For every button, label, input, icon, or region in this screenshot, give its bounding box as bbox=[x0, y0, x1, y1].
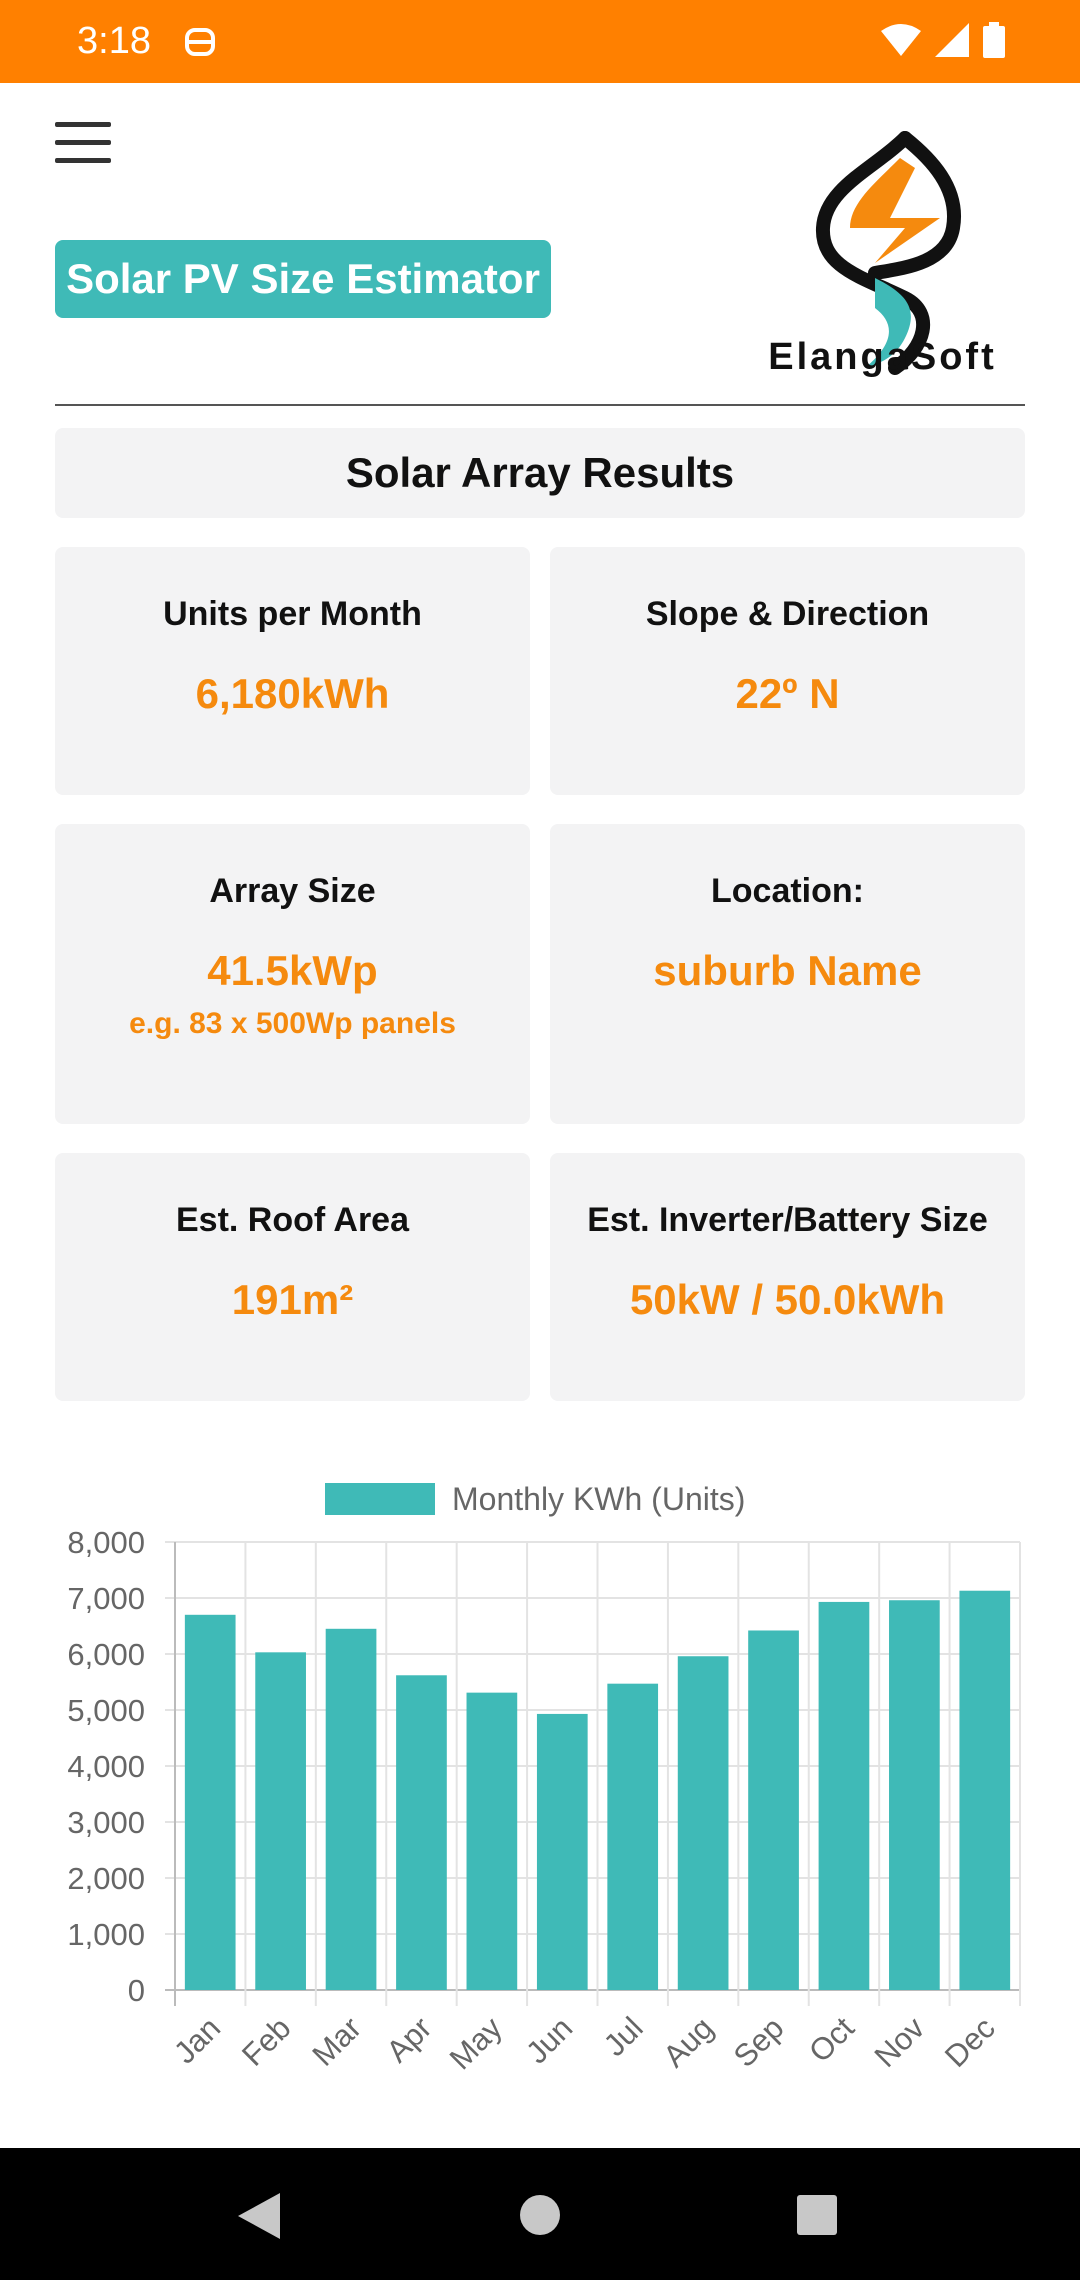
y-tick-label: 1,000 bbox=[67, 1917, 145, 1952]
y-tick-label: 4,000 bbox=[67, 1749, 145, 1784]
y-tick-label: 0 bbox=[128, 1973, 145, 2008]
x-tick-label: Jan bbox=[167, 2010, 227, 2070]
divider bbox=[55, 404, 1025, 406]
y-tick-label: 7,000 bbox=[67, 1581, 145, 1616]
x-tick-label: Dec bbox=[938, 2010, 1002, 2074]
home-icon[interactable] bbox=[519, 2194, 561, 2241]
android-notification-icon bbox=[183, 24, 217, 65]
x-tick-label: Apr bbox=[380, 2010, 439, 2069]
x-tick-label: Oct bbox=[802, 2010, 861, 2069]
recents-icon[interactable] bbox=[797, 2195, 837, 2240]
card-value: 41.5kWp bbox=[207, 947, 378, 994]
slope-direction-card: Slope & Direction 22º N bbox=[550, 547, 1025, 795]
monthly-kwh-chart: Monthly KWh (Units) 0 1,000 2,000 3,000 4,000… bbox=[67, 1481, 1021, 2077]
navigation-bar bbox=[0, 2148, 1080, 2280]
bar-jan bbox=[184, 1614, 236, 1990]
x-tick-label: Jul bbox=[597, 2010, 650, 2063]
elangasoft-logo bbox=[816, 131, 962, 375]
results-heading: Solar Array Results bbox=[55, 428, 1025, 518]
y-tick-label: 6,000 bbox=[67, 1637, 145, 1672]
y-tick-label: 3,000 bbox=[67, 1805, 145, 1840]
card-label: Location: bbox=[711, 872, 864, 910]
x-tick-label: Jun bbox=[519, 2010, 579, 2070]
card-value: 6,180kWh bbox=[195, 670, 390, 717]
brand-name: ElangaSoft bbox=[768, 336, 997, 378]
app-title: Solar PV Size Estimator bbox=[55, 240, 551, 318]
bar-dec bbox=[959, 1590, 1011, 1990]
card-label: Slope & Direction bbox=[645, 595, 930, 633]
bar-jun bbox=[536, 1713, 588, 1990]
inverter-battery-card: Est. Inverter/Battery Size 50kW / 50.0kW… bbox=[550, 1153, 1025, 1401]
bar-mar bbox=[325, 1628, 377, 1990]
wifi-icon bbox=[881, 23, 921, 62]
location-card: Location: suburb Name bbox=[550, 824, 1025, 1124]
bar-nov bbox=[889, 1600, 940, 1990]
y-tick-label: 5,000 bbox=[67, 1693, 145, 1728]
card-label: Array Size bbox=[209, 872, 376, 910]
card-value: 191m² bbox=[231, 1276, 354, 1323]
back-icon[interactable] bbox=[238, 2193, 280, 2244]
x-tick-label: Nov bbox=[868, 2010, 932, 2074]
legend-swatch bbox=[325, 1483, 435, 1515]
card-label: Est. Inverter/Battery Size bbox=[587, 1201, 988, 1239]
x-tick-label: Feb bbox=[235, 2010, 298, 2073]
bar-apr bbox=[396, 1675, 447, 1990]
x-tick-label: Mar bbox=[305, 2010, 368, 2073]
units-per-month-card: Units per Month 6,180kWh bbox=[55, 547, 530, 795]
status-time: 3:18 bbox=[77, 20, 151, 62]
bar-feb bbox=[255, 1652, 306, 1990]
x-tick-label: May bbox=[443, 2010, 510, 2077]
bar-jul bbox=[607, 1683, 659, 1990]
y-tick-label: 2,000 bbox=[67, 1861, 145, 1896]
card-label: Est. Roof Area bbox=[175, 1201, 409, 1239]
card-subvalue: e.g. 83 x 500Wp panels bbox=[129, 1007, 456, 1040]
bar-may bbox=[466, 1692, 518, 1990]
array-size-card: Array Size 41.5kWp e.g. 83 x 500Wp panel… bbox=[55, 824, 530, 1124]
card-value: suburb Name bbox=[653, 947, 922, 994]
card-value: 50kW / 50.0kWh bbox=[629, 1276, 946, 1323]
x-tick-label: Sep bbox=[727, 2010, 791, 2074]
card-value: 22º N bbox=[735, 670, 840, 717]
cell-signal-icon bbox=[935, 23, 969, 62]
battery-icon bbox=[983, 22, 1005, 63]
status-bar: 3:18 bbox=[0, 0, 1080, 83]
hamburger-menu-icon[interactable] bbox=[55, 122, 111, 166]
roof-area-card: Est. Roof Area 191m² bbox=[55, 1153, 530, 1401]
card-label: Units per Month bbox=[163, 595, 422, 633]
legend-label: Monthly KWh (Units) bbox=[452, 1481, 745, 1517]
bar-aug bbox=[677, 1656, 729, 1990]
x-tick-label: Aug bbox=[656, 2010, 720, 2074]
y-tick-label: 8,000 bbox=[67, 1525, 145, 1560]
bar-oct bbox=[818, 1601, 870, 1990]
bar-sep bbox=[748, 1630, 799, 1990]
